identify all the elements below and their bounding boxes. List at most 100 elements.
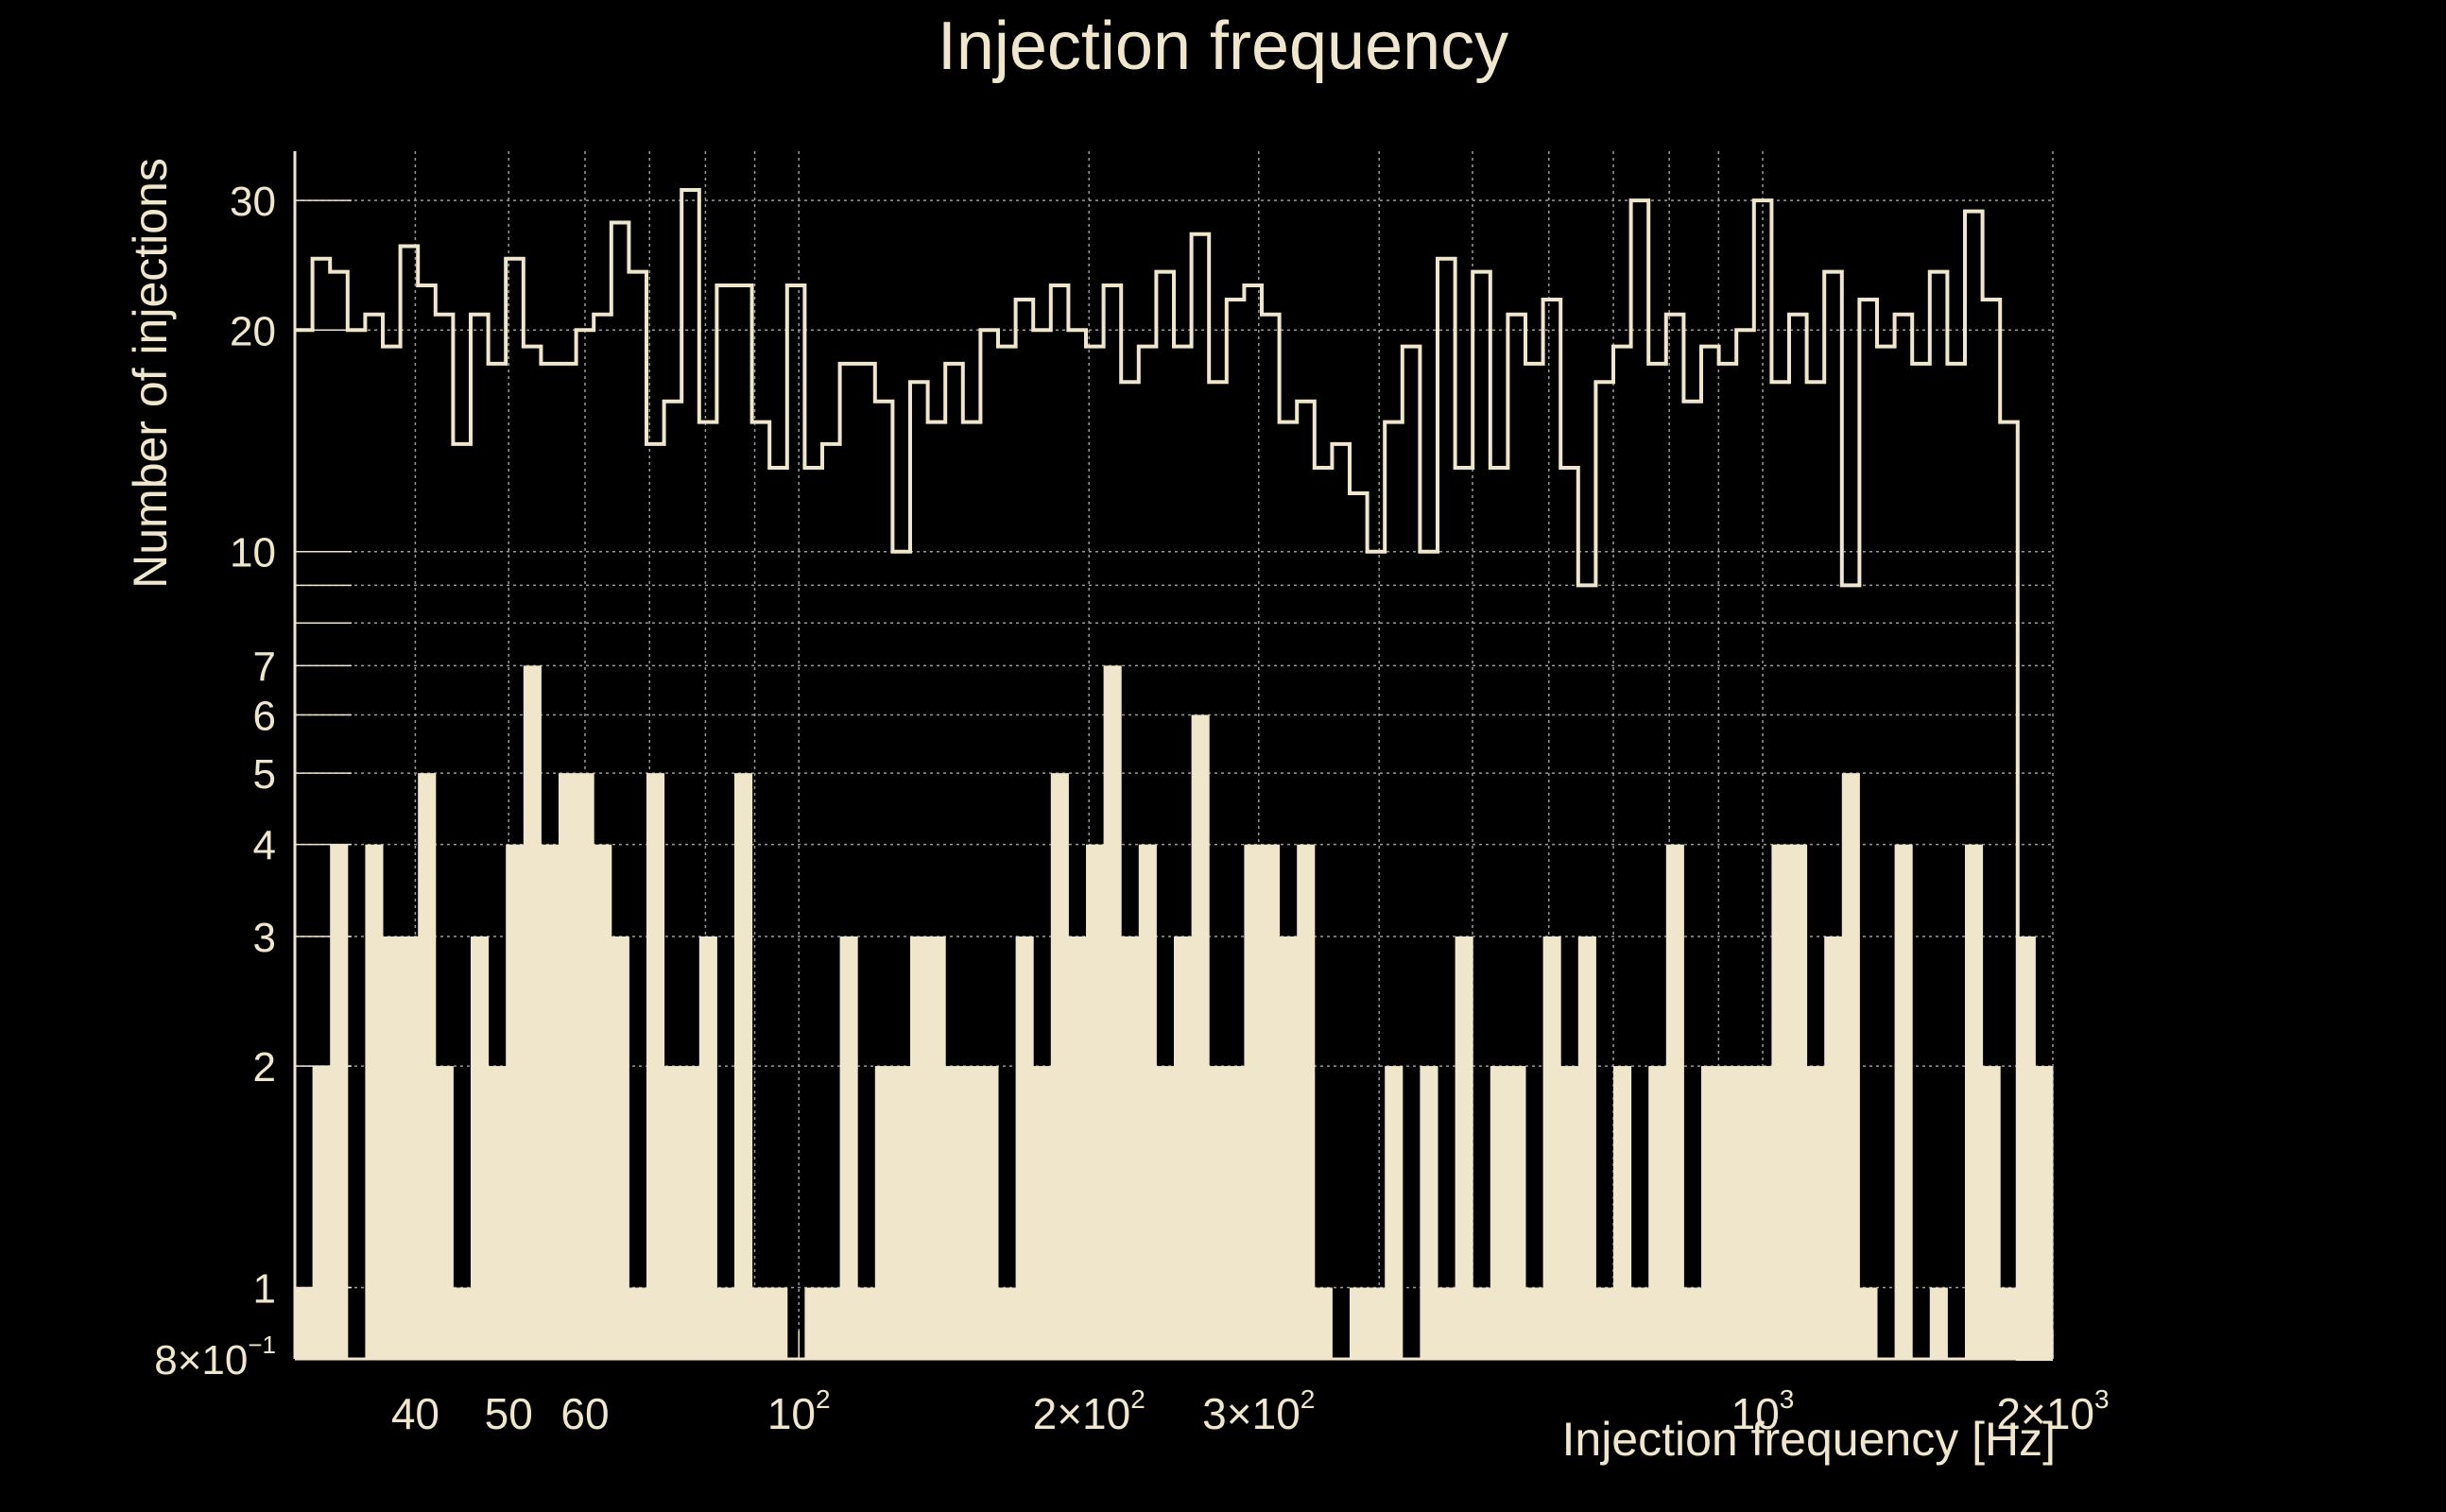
bar: [1226, 1066, 1245, 1359]
bar: [1138, 844, 1157, 1359]
tick-label: 3: [253, 915, 276, 961]
bar: [1121, 936, 1140, 1359]
bar: [611, 936, 629, 1359]
bar: [418, 773, 437, 1359]
bar: [1385, 1066, 1404, 1359]
bar: [681, 1066, 700, 1359]
bar: [1156, 1066, 1175, 1359]
bar: [1068, 936, 1087, 1359]
bar: [874, 1066, 893, 1359]
bar: [1982, 1066, 2001, 1359]
bar: [892, 1066, 911, 1359]
bar: [1420, 1066, 1438, 1359]
bar: [453, 1287, 472, 1359]
bar: [1929, 1287, 1948, 1359]
bar: [962, 1066, 981, 1359]
bar: [804, 1287, 823, 1359]
bar: [1894, 844, 1913, 1359]
tick-label: 6: [253, 693, 276, 739]
bar: [1086, 844, 1105, 1359]
tick-label: 60: [560, 1389, 609, 1438]
bar: [1050, 773, 1069, 1359]
bar: [1103, 665, 1122, 1359]
bar: [1630, 1287, 1649, 1359]
tick-label: 8×10−1: [154, 1331, 276, 1383]
bar: [1824, 936, 1843, 1359]
bar: [1595, 1287, 1614, 1359]
bar: [839, 936, 858, 1359]
bar: [1753, 1066, 1772, 1359]
tick-label: 1: [253, 1266, 276, 1313]
bar: [1859, 1287, 1878, 1359]
bar: [1701, 1066, 1720, 1359]
bar: [1191, 714, 1210, 1359]
bar: [751, 1287, 770, 1359]
tick-label: 3×102: [1202, 1384, 1315, 1438]
bar: [698, 936, 717, 1359]
bar: [663, 1066, 682, 1359]
bar: [2035, 1066, 2054, 1359]
bar: [1473, 1287, 1491, 1359]
bar: [1279, 936, 1298, 1359]
bar: [1367, 1287, 1386, 1359]
bar: [1525, 1287, 1544, 1359]
tick-label: 40: [391, 1389, 439, 1438]
bar: [1560, 1066, 1579, 1359]
tick-label: 2: [253, 1044, 276, 1091]
bar: [1577, 936, 1596, 1359]
bar: [506, 844, 525, 1359]
bar: [365, 844, 384, 1359]
bar: [1683, 1287, 1702, 1359]
bar: [312, 1066, 331, 1359]
bar: [1015, 936, 1034, 1359]
bar: [488, 1066, 507, 1359]
bar: [1542, 936, 1561, 1359]
chart-title: Injection frequency: [937, 9, 1509, 84]
bar: [1806, 1066, 1825, 1359]
bar: [1613, 1066, 1632, 1359]
bar: [910, 936, 929, 1359]
bar: [435, 1066, 454, 1359]
bar: [980, 1066, 999, 1359]
x-tick-labels: 40 50 60 102 2×102 3×102 103 2×103: [391, 1384, 2110, 1438]
x-axis-label: Injection frequency [Hz]: [1562, 1413, 2057, 1466]
y-tick-labels: 8×10−1 1 2 3 4 5 67 10 20 30: [154, 179, 276, 1383]
axes: [293, 151, 2054, 1361]
bar: [1648, 1066, 1667, 1359]
tick-label: 20: [230, 308, 276, 354]
bar: [1965, 844, 1984, 1359]
tick-label: 2×103: [1996, 1384, 2109, 1438]
bar: [330, 844, 349, 1359]
bar: [1490, 1066, 1508, 1359]
tick-label: 103: [1731, 1384, 1795, 1438]
bar: [1841, 773, 1860, 1359]
bar: [295, 1287, 314, 1359]
bar: [2017, 936, 2036, 1359]
bar: [1209, 1066, 1228, 1359]
bar: [646, 773, 665, 1359]
tick-label: 7: [253, 644, 276, 690]
tick-label: 2×102: [1033, 1384, 1145, 1438]
bar: [822, 1287, 841, 1359]
bar: [1033, 1066, 1052, 1359]
bar: [1771, 844, 1790, 1359]
tick-label: 30: [230, 179, 276, 225]
bar: [716, 1287, 735, 1359]
bar: [1665, 844, 1684, 1359]
bar: [1736, 1066, 1755, 1359]
bar: [1297, 844, 1316, 1359]
bar: [400, 936, 419, 1359]
tick-label: 4: [253, 823, 276, 869]
bar: [1350, 1287, 1369, 1359]
bar: [857, 1287, 876, 1359]
tick-label: 10: [230, 530, 276, 576]
bar: [927, 936, 946, 1359]
bar: [998, 1287, 1017, 1359]
bar-series: [295, 665, 2054, 1359]
bar: [1507, 1066, 1526, 1359]
bar: [576, 773, 594, 1359]
bar: [1789, 844, 1808, 1359]
bar: [2000, 1287, 2019, 1359]
bar: [1718, 1066, 1737, 1359]
